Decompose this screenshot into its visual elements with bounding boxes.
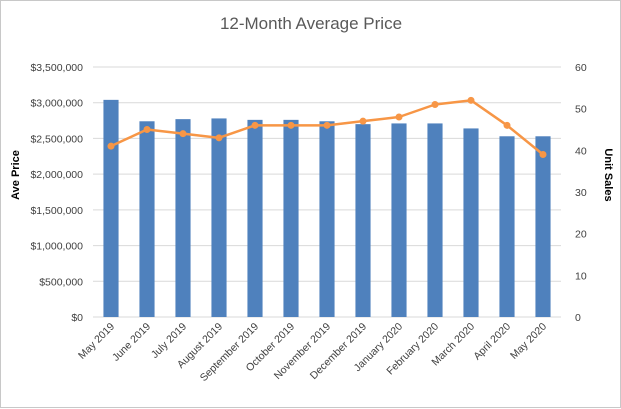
bar <box>535 136 551 317</box>
bar <box>103 99 119 317</box>
line-series <box>107 96 547 158</box>
right-tick-label: 50 <box>575 104 587 116</box>
bar <box>463 128 479 317</box>
bar <box>355 124 371 318</box>
bar-series <box>103 99 551 318</box>
bar <box>139 121 155 318</box>
bar <box>283 119 299 317</box>
left-tick-label: $1,000,000 <box>30 241 83 253</box>
right-axis: 0 10 20 30 40 50 60 <box>575 62 587 324</box>
line-point <box>467 96 475 104</box>
left-tick-label: $1,500,000 <box>30 205 83 217</box>
line-point <box>287 121 295 129</box>
left-tick-label: $2,000,000 <box>30 169 83 181</box>
left-tick-label: $3,500,000 <box>30 62 83 74</box>
right-tick-label: 10 <box>575 270 587 282</box>
bar <box>175 119 191 318</box>
left-axis-title: Ave Price <box>10 150 22 200</box>
bar <box>319 121 335 318</box>
right-tick-label: 20 <box>575 229 587 241</box>
line-point <box>539 151 547 158</box>
category-label: April 2020 <box>471 321 513 363</box>
left-tick-label: $3,000,000 <box>30 98 83 110</box>
bar <box>427 123 443 317</box>
bar <box>499 136 515 317</box>
chart-title: 12-Month Average Price <box>220 14 402 33</box>
bar <box>247 119 263 317</box>
left-axis: $0 $500,000 $1,000,000 $1,500,000 $2,000,000… <box>30 62 83 324</box>
line-point <box>251 121 259 129</box>
bar <box>391 123 407 317</box>
category-label: June 2019 <box>110 321 153 364</box>
line-point <box>143 126 151 133</box>
bar <box>211 118 227 317</box>
category-label: May 2020 <box>508 321 549 362</box>
right-tick-label: 0 <box>575 312 581 324</box>
left-tick-label: $500,000 <box>39 276 83 288</box>
right-tick-label: 60 <box>575 62 587 74</box>
right-tick-label: 40 <box>575 145 587 157</box>
line-point <box>359 117 367 125</box>
line-point <box>431 101 439 108</box>
line-point <box>503 121 511 129</box>
right-axis-title: Unit Sales <box>602 148 614 201</box>
line-point <box>107 142 115 150</box>
line-point <box>215 134 223 142</box>
left-tick-label: $2,500,000 <box>30 133 83 145</box>
left-tick-label: $0 <box>71 312 83 324</box>
line-point <box>179 130 187 138</box>
right-tick-label: 30 <box>575 187 587 199</box>
line-point <box>323 121 331 129</box>
line-point <box>395 113 403 121</box>
